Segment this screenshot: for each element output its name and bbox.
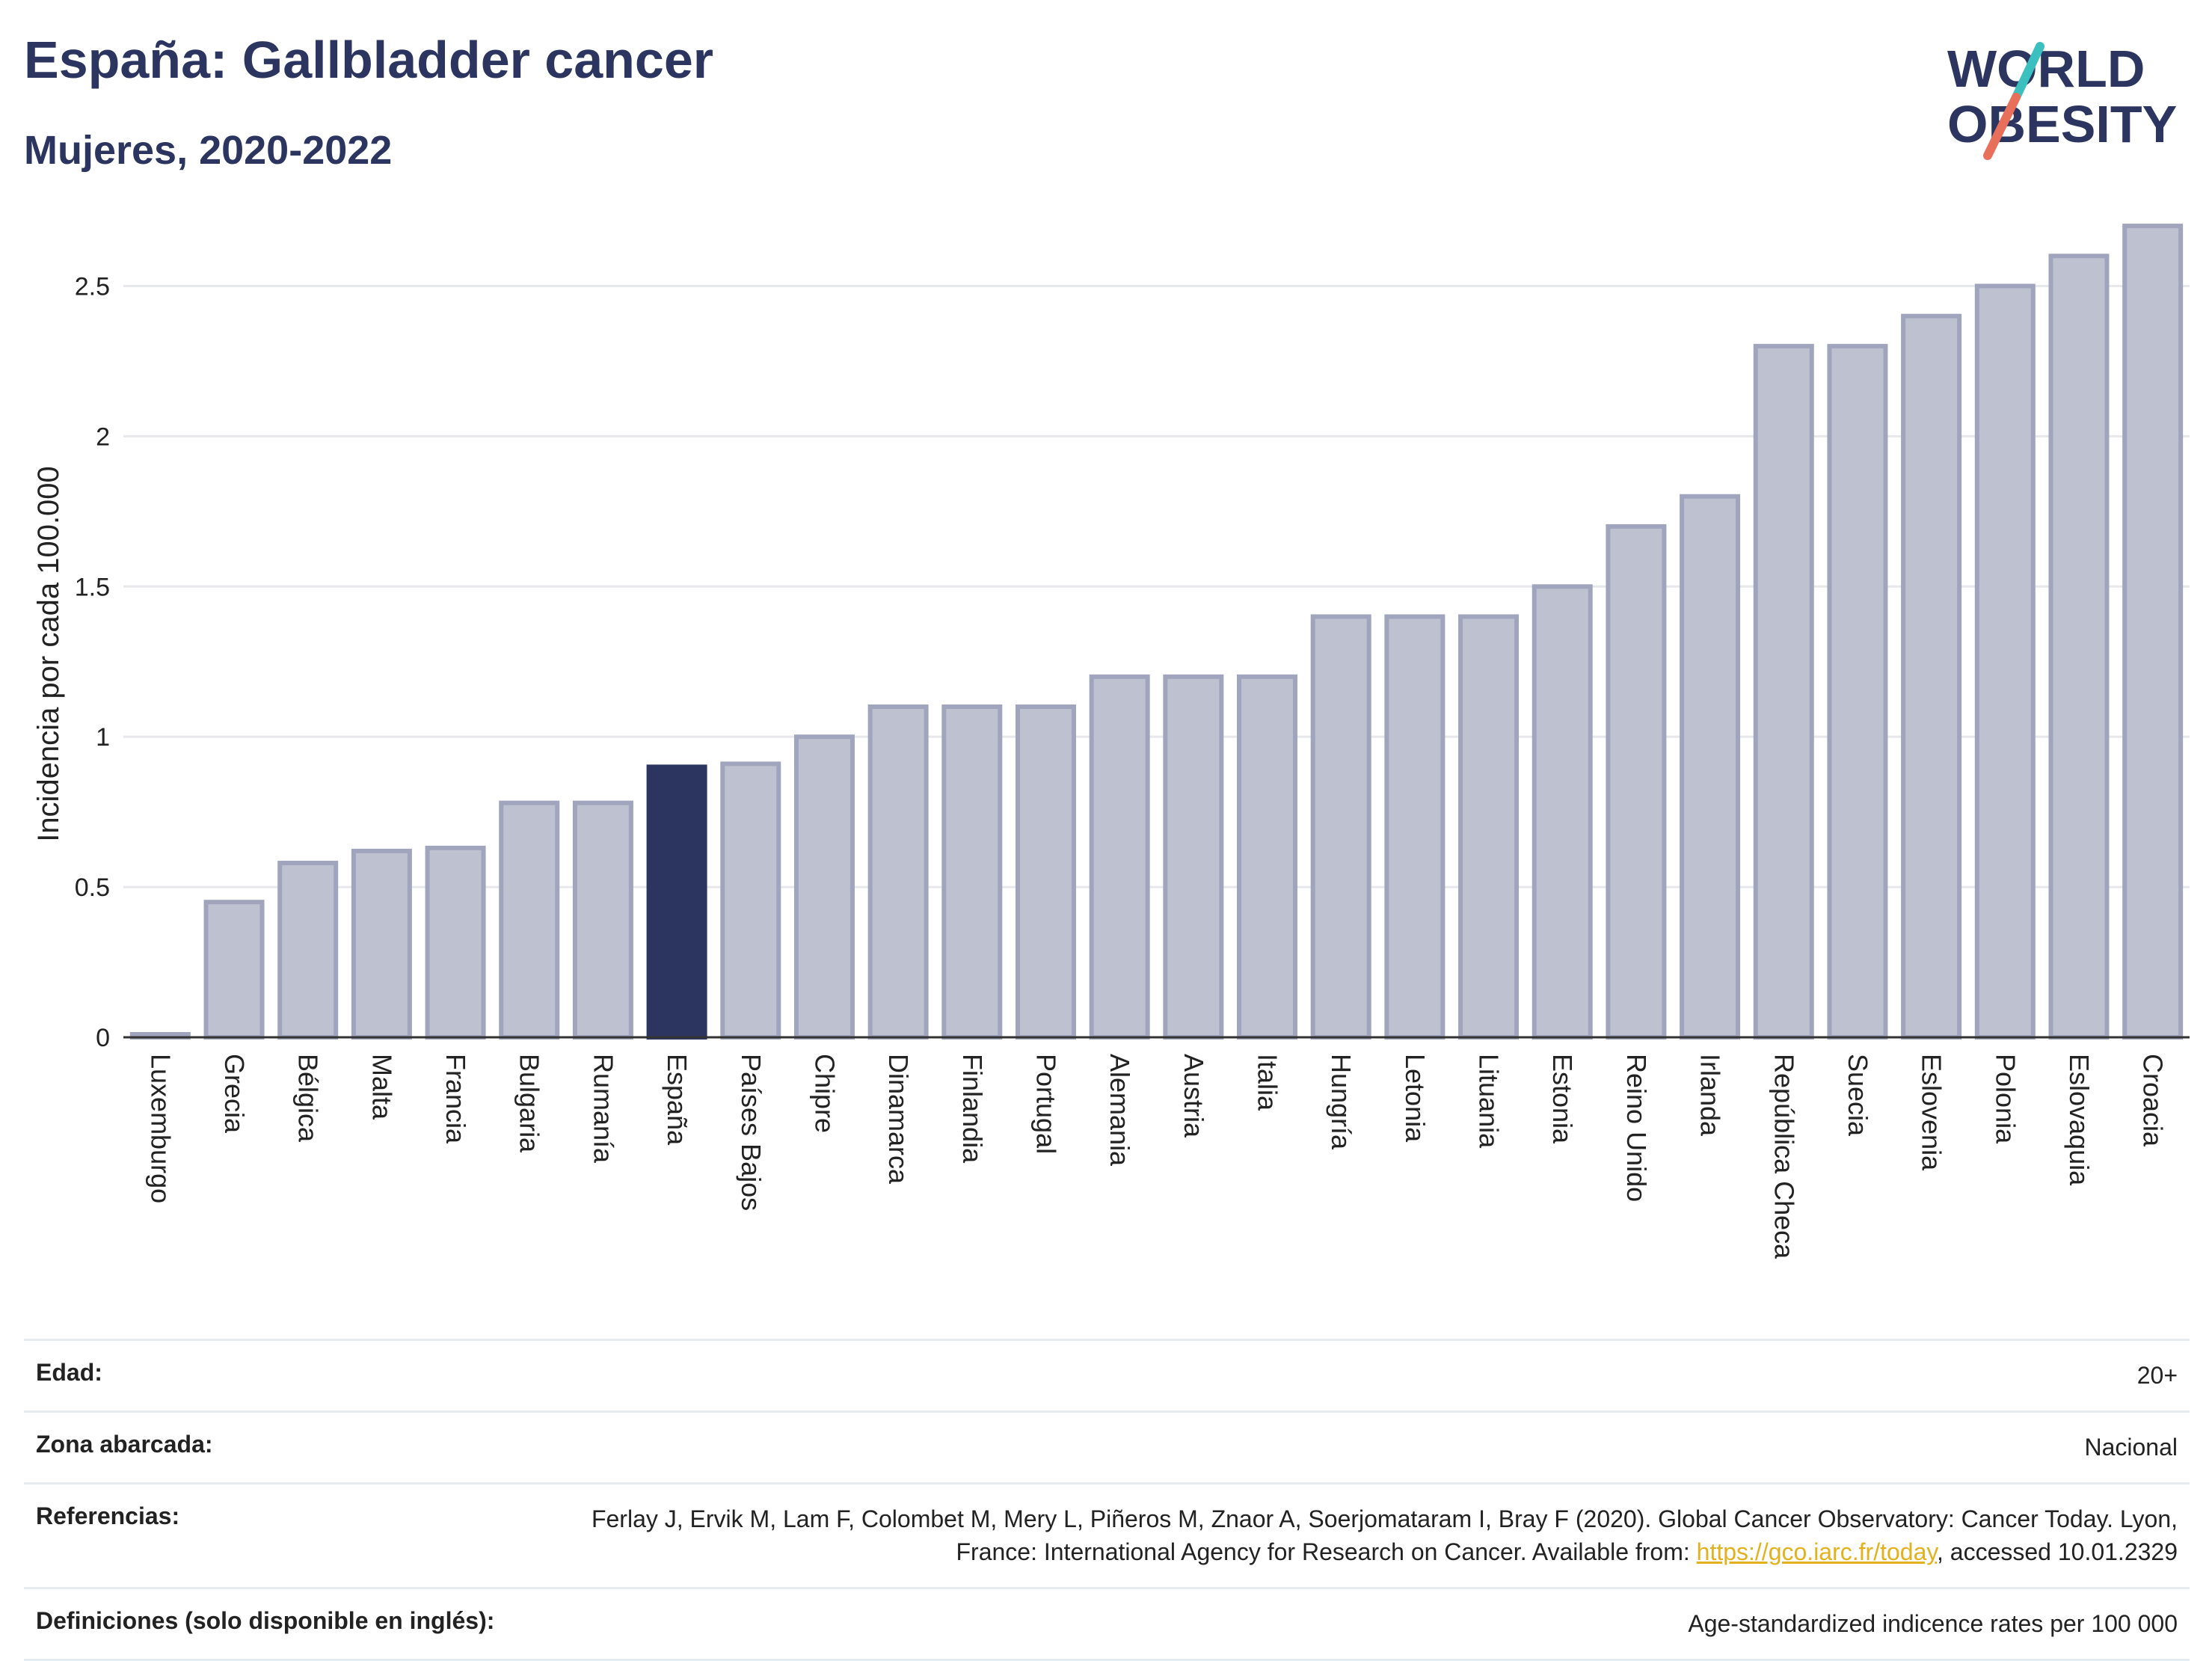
bar xyxy=(1901,313,1962,1040)
logo-word-2: OBESITY xyxy=(1947,95,2177,153)
bar xyxy=(1827,343,1888,1040)
logo-slash-teal xyxy=(2012,42,2044,102)
page-title: España: Gallbladder cancer xyxy=(24,31,714,89)
x-tick-label: Austria xyxy=(1179,1054,1209,1138)
bar xyxy=(1974,283,2036,1040)
bar xyxy=(1606,524,1667,1040)
x-tick-label: Luxemburgo xyxy=(145,1054,176,1203)
definitions-value: Age-standardized indicence rates per 100… xyxy=(1688,1610,2178,1638)
y-tick-label: 2.5 xyxy=(75,272,110,301)
x-tick-label: Lituania xyxy=(1474,1054,1505,1149)
references-text: Ferlay J, Ervik M, Lam F, Colombet M, Me… xyxy=(591,1505,2178,1566)
world-obesity-logo: WORLD OBESITY xyxy=(1947,40,2177,160)
bar xyxy=(499,800,560,1040)
x-tick-label: Finlandia xyxy=(957,1054,988,1164)
references-value: Ferlay J, Ervik M, Lam F, Colombet M, Me… xyxy=(532,1502,2178,1570)
bar xyxy=(1237,674,1298,1040)
bar xyxy=(1310,614,1371,1040)
x-tick-label: Hungría xyxy=(1326,1054,1357,1150)
references-label: Referencias: xyxy=(36,1502,180,1529)
bar xyxy=(351,848,412,1040)
bar xyxy=(2122,224,2184,1040)
bar xyxy=(793,734,855,1040)
x-tick-label: República Checa xyxy=(1769,1054,1799,1259)
bar xyxy=(646,764,707,1040)
x-tick-label: Países Bajos xyxy=(736,1054,766,1211)
bar xyxy=(1089,674,1150,1040)
bar xyxy=(203,900,265,1040)
references-accessed: , accessed 10.01.2329 xyxy=(1936,1538,2178,1566)
meta-row-definitions: Definiciones (solo disponible en inglés)… xyxy=(24,1587,2190,1661)
x-tick-label: Dinamarca xyxy=(883,1054,914,1185)
bar xyxy=(867,704,929,1040)
x-tick-label: Letonia xyxy=(1400,1054,1431,1143)
bar xyxy=(572,800,633,1040)
x-tick-label: Eslovaquia xyxy=(2064,1054,2095,1186)
x-tick-label: Polonia xyxy=(1990,1054,2021,1144)
bar xyxy=(425,845,486,1040)
metadata-table: Edad: 20+ Zona abarcada: Nacional Refere… xyxy=(24,1339,2190,1661)
y-tick-label: 1.5 xyxy=(75,573,110,601)
meta-row-zone: Zona abarcada: Nacional xyxy=(24,1410,2190,1482)
x-tick-label: Reino Unido xyxy=(1621,1054,1652,1202)
bar xyxy=(941,704,1003,1040)
y-tick-label: 1 xyxy=(96,723,110,752)
bar xyxy=(1163,674,1224,1040)
meta-row-references: Referencias: Ferlay J, Ervik M, Lam F, C… xyxy=(24,1482,2190,1588)
x-tick-label: Portugal xyxy=(1030,1054,1061,1154)
zone-label: Zona abarcada: xyxy=(36,1430,213,1458)
x-tick-label: Malta xyxy=(366,1054,397,1120)
age-value: 20+ xyxy=(2136,1362,2178,1389)
x-tick-label: Suecia xyxy=(1843,1054,1873,1137)
bar xyxy=(2048,254,2110,1040)
bar xyxy=(1531,584,1593,1040)
logo-slash-coral xyxy=(1983,93,2021,160)
x-tick-label: Bélgica xyxy=(293,1054,324,1143)
definitions-label: Definiciones (solo disponible en inglés)… xyxy=(36,1607,495,1635)
bar xyxy=(1384,614,1446,1040)
x-tick-label: Irlanda xyxy=(1695,1054,1726,1137)
y-tick-label: 0 xyxy=(96,1024,110,1052)
x-tick-label: Eslovenia xyxy=(1917,1054,1947,1171)
x-tick-label: Italia xyxy=(1253,1054,1283,1111)
x-tick-label: Rumanía xyxy=(588,1054,618,1164)
bar xyxy=(1015,704,1076,1040)
x-tick-label: Croacia xyxy=(2138,1054,2169,1147)
y-axis-label: Incidencia por cada 100.000 xyxy=(32,466,65,842)
x-tick-label: Bulgaria xyxy=(514,1054,545,1153)
bar xyxy=(1753,343,1814,1040)
x-tick-label: España xyxy=(662,1054,692,1146)
bar xyxy=(277,860,339,1040)
x-tick-label: Francia xyxy=(440,1054,471,1144)
x-tick-label: Alemania xyxy=(1105,1054,1135,1167)
zone-value: Nacional xyxy=(2084,1433,2178,1461)
page-subtitle: Mujeres, 2020-2022 xyxy=(24,128,393,173)
bar xyxy=(1680,494,1741,1040)
y-tick-label: 0.5 xyxy=(75,874,110,902)
bar-chart: 0 0.5 1 1.5 2 2.5 Incidencia por cada 100.000 L… xyxy=(32,224,2190,1259)
x-tick-label: Grecia xyxy=(219,1054,250,1134)
logo-word-1: WORLD xyxy=(1947,40,2145,98)
age-label: Edad: xyxy=(36,1359,102,1386)
meta-row-age: Edad: 20+ xyxy=(24,1339,2190,1410)
references-link[interactable]: https://gco.iarc.fr/today xyxy=(1696,1538,1937,1566)
y-tick-label: 2 xyxy=(96,423,110,451)
bar xyxy=(1458,614,1520,1040)
x-tick-label: Chipre xyxy=(809,1054,840,1133)
x-tick-label: Estonia xyxy=(1547,1054,1578,1144)
bar xyxy=(720,761,781,1040)
